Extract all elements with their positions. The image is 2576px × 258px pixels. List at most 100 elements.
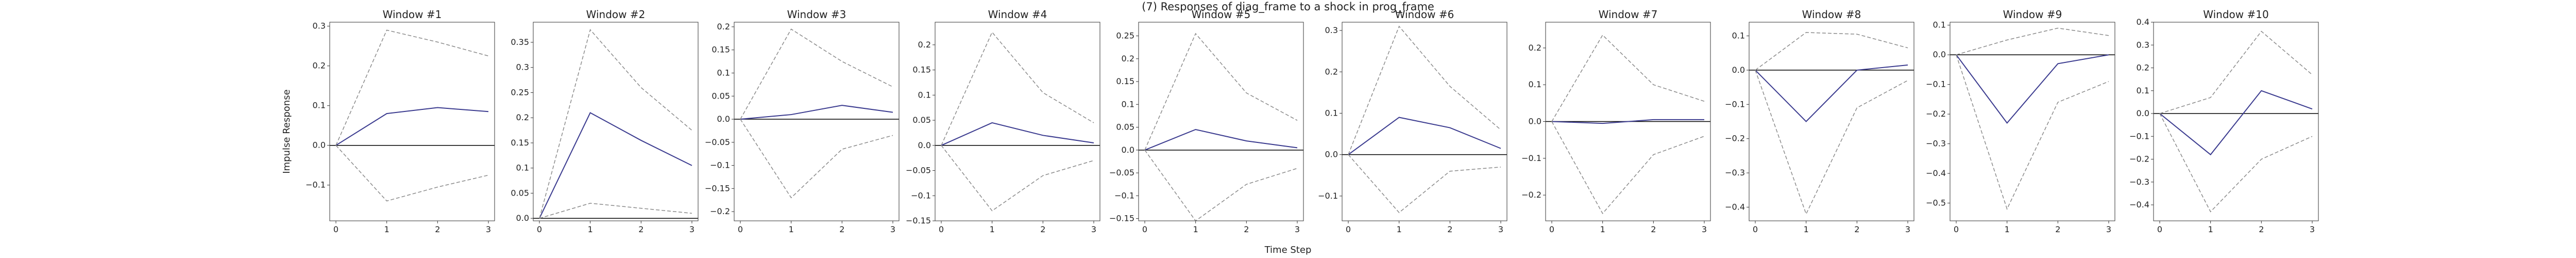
x-tick-label: 0 (738, 224, 743, 234)
axes-frame (533, 22, 699, 221)
y-tick-label: 0.1 (2137, 86, 2149, 95)
lower-band-line (2159, 113, 2313, 213)
y-tick-label: 0.1 (516, 163, 529, 173)
y-tick-label: 0.0 (1933, 50, 1946, 59)
lower-band-line (1551, 121, 1705, 215)
x-tick-label: 1 (2208, 224, 2213, 234)
y-tick-label: 0.3 (516, 62, 529, 72)
x-tick-label: 0 (2157, 224, 2162, 234)
y-tick-label: −0.05 (1109, 168, 1134, 178)
x-tick-label: 3 (1905, 224, 1910, 234)
lower-band-line (1956, 54, 2109, 211)
y-tick-label: 0.3 (2137, 40, 2149, 50)
y-tick-label: 0.1 (1325, 108, 1338, 118)
y-tick-label: 0.0 (717, 114, 730, 124)
x-tick-label: 2 (1447, 224, 1452, 234)
y-tick-label: −0.1 (1725, 99, 1745, 109)
lower-band-line (1755, 70, 1908, 215)
x-tick-label: 0 (1954, 224, 1959, 234)
figure-xlabel: Time Step (1264, 245, 1312, 255)
x-tick-label: 0 (1346, 224, 1351, 234)
response-line (1956, 54, 2109, 124)
y-tick-label: 0.1 (1122, 99, 1134, 109)
upper-band-line (1144, 33, 1298, 151)
x-tick-label: 3 (2310, 224, 2315, 234)
y-tick-label: −0.05 (906, 166, 931, 175)
y-tick-label: 0.2 (918, 40, 931, 50)
y-tick-label: 0.0 (1122, 145, 1134, 155)
y-tick-label: 0.25 (1116, 31, 1134, 41)
y-tick-label: 0.0 (2137, 108, 2149, 118)
x-tick-label: 3 (890, 224, 895, 234)
response-line (1144, 128, 1298, 151)
axes-frame (1545, 22, 1711, 221)
upper-band-line (941, 31, 1094, 146)
y-tick-label: 0.3 (313, 21, 326, 31)
axes-frame (1950, 22, 2115, 221)
y-tick-label: 0.05 (1116, 122, 1134, 132)
lower-band-line (539, 203, 692, 219)
panel-window-2: Window #2 0.0 0.05 0.1 0.15 0.2 0.25 0.3 0.35 0 1 2… (511, 8, 699, 234)
x-tick-label: 1 (1804, 224, 1809, 234)
y-tick-label: 0.25 (511, 87, 529, 97)
upper-band-line (1956, 27, 2109, 55)
y-tick-label: −0.2 (1521, 190, 1541, 200)
response-line (1348, 117, 1501, 155)
lower-band-line (335, 145, 489, 202)
y-tick-label: 0.4 (2137, 17, 2149, 27)
y-tick-label: −0.15 (705, 183, 730, 193)
upper-band-line (335, 29, 489, 146)
y-tick-label: −0.4 (1926, 168, 1946, 178)
y-tick-label: 0.05 (912, 115, 931, 125)
panel-title: Window #10 (2203, 8, 2268, 21)
panel-window-9: Window #9 −0.5 −0.4 −0.3 −0.2 −0.1 0.0 0.1 0 1 2 3 (1926, 8, 2115, 234)
axes-frame (1138, 22, 1304, 221)
y-tick-label: −0.1 (1318, 191, 1338, 201)
y-tick-label: −0.1 (1926, 79, 1946, 89)
response-line (740, 105, 893, 120)
y-tick-label: 0.1 (1529, 79, 1541, 89)
panel-window-3: Window #3 −0.2 −0.15 −0.1 −0.05 0.0 0.05 0.1 0.1… (705, 8, 900, 234)
y-tick-label: 0.0 (313, 140, 326, 150)
y-tick-label: −0.3 (1725, 168, 1745, 178)
x-tick-label: 1 (789, 224, 794, 234)
y-tick-label: 0.0 (1732, 65, 1745, 75)
upper-band-line (2159, 30, 2313, 114)
y-tick-label: 0.15 (711, 45, 730, 55)
y-tick-label: −0.1 (1114, 190, 1134, 200)
x-tick-label: 0 (939, 224, 944, 234)
y-tick-label: 0.1 (1732, 31, 1745, 41)
y-tick-label: 0.2 (1325, 67, 1338, 76)
x-tick-label: 3 (1498, 224, 1503, 234)
x-tick-label: 3 (486, 224, 491, 234)
y-tick-label: −0.2 (710, 206, 730, 216)
response-line (2159, 90, 2313, 156)
panel-title: Window #6 (1395, 8, 1454, 21)
y-tick-label: 0.1 (717, 68, 730, 77)
y-tick-label: 0.3 (1325, 25, 1338, 35)
response-line (539, 112, 692, 219)
response-line (335, 107, 489, 146)
panel-window-10: Window #10 −0.4 −0.3 −0.2 −0.1 0.0 0.1 0.2 0.3 0.… (2129, 8, 2319, 234)
x-tick-label: 2 (1854, 224, 1859, 234)
lower-band-line (941, 145, 1094, 212)
y-tick-label: 0.2 (516, 112, 529, 122)
response-line (1551, 119, 1704, 124)
panel-title: Window #5 (1192, 8, 1251, 21)
x-tick-label: 3 (1702, 224, 1707, 234)
upper-band-line (1348, 25, 1501, 155)
y-tick-label: 0.1 (313, 101, 326, 110)
y-tick-label: 0.05 (711, 91, 730, 101)
x-tick-label: 2 (435, 224, 440, 234)
x-tick-label: 0 (1753, 224, 1758, 234)
lower-band-line (1348, 154, 1501, 213)
y-tick-label: 0.2 (1122, 54, 1134, 63)
x-tick-label: 2 (2055, 224, 2060, 234)
x-tick-label: 1 (2005, 224, 2010, 234)
axes-frame (2153, 22, 2319, 221)
y-tick-label: 0.0 (918, 140, 931, 150)
y-tick-label: 0.1 (1933, 20, 1946, 30)
panel-window-8: Window #8 −0.4 −0.3 −0.2 −0.1 0.0 0.1 0 1 2 3 (1725, 8, 1914, 234)
x-tick-label: 1 (1600, 224, 1605, 234)
